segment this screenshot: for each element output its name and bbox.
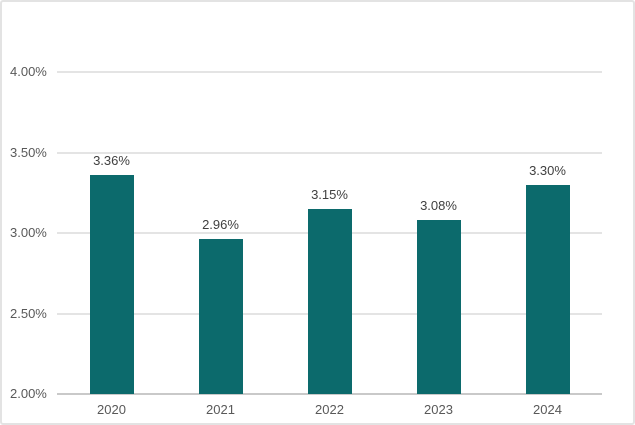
- x-tick-label: 2020: [97, 402, 126, 417]
- x-tick-label: 2022: [315, 402, 344, 417]
- bar-2023: [416, 220, 461, 394]
- x-axis-line: [57, 393, 602, 395]
- data-label: 3.08%: [420, 198, 457, 214]
- x-tick-label: 2023: [424, 402, 453, 417]
- data-label: 3.15%: [311, 186, 348, 202]
- y-tick-label: 2.00%: [10, 386, 47, 401]
- bar-2024: [525, 184, 570, 394]
- bar-2020: [89, 175, 134, 394]
- gridline: [57, 151, 602, 154]
- gridline: [57, 71, 602, 73]
- data-label: 3.36%: [93, 153, 130, 169]
- y-tick-label: 4.00%: [10, 64, 47, 79]
- data-label: 2.96%: [202, 217, 239, 233]
- bar-2021: [198, 239, 243, 394]
- y-tick-label: 3.50%: [10, 144, 47, 160]
- data-label: 3.30%: [529, 162, 566, 178]
- y-tick-label: 2.50%: [10, 305, 47, 321]
- x-tick-label: 2021: [206, 402, 235, 417]
- x-tick-label: 2024: [533, 402, 562, 417]
- bar-2022: [307, 208, 352, 394]
- y-tick-label: 3.00%: [10, 225, 47, 240]
